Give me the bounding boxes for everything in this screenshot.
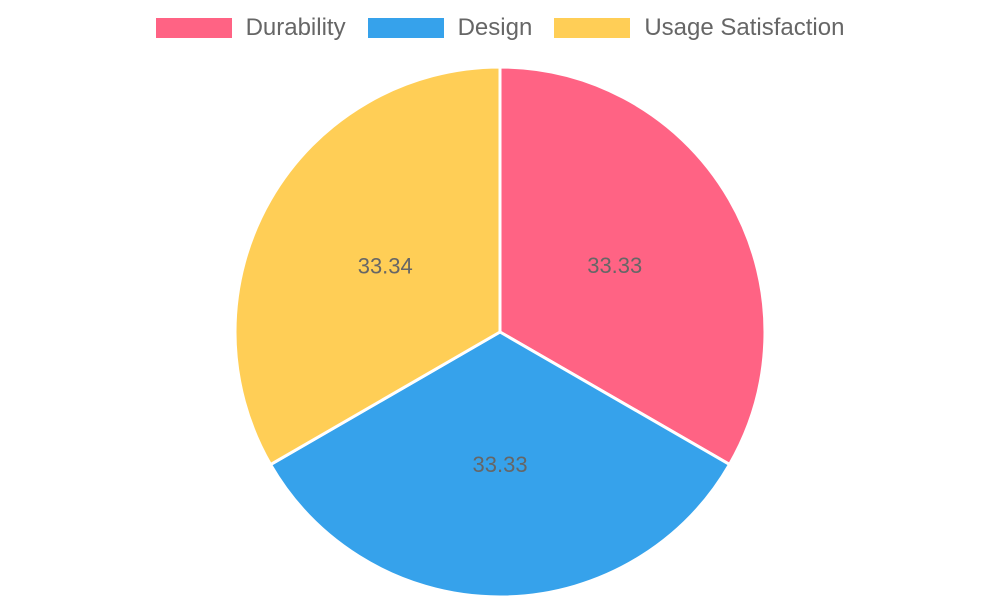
legend-swatch-usage-satisfaction <box>554 18 631 38</box>
pie-slice-usage-satisfaction[interactable] <box>233 65 502 467</box>
legend-item-durability[interactable]: Durability <box>155 14 346 41</box>
data-label-durability: 33.33 <box>587 253 642 278</box>
legend-item-design[interactable]: Design <box>367 14 533 41</box>
legend-label-design: Design <box>457 14 533 41</box>
legend-label-durability: Durability <box>245 14 346 41</box>
data-label-usage-satisfaction: 33.34 <box>358 253 413 278</box>
chart-legend: Durability Design Usage Satisfaction <box>0 16 1000 40</box>
data-label-design: 33.33 <box>473 452 528 477</box>
pie-data-labels: 33.33 33.33 33.34 <box>358 253 643 477</box>
legend-swatch-design <box>367 18 444 38</box>
pie-slice-design[interactable] <box>269 330 732 599</box>
pie-slice-durability[interactable] <box>498 65 767 466</box>
legend-label-usage-satisfaction: Usage Satisfaction <box>644 14 845 41</box>
legend-swatch-durability <box>155 18 232 38</box>
legend-item-usage-satisfaction[interactable]: Usage Satisfaction <box>554 16 844 40</box>
pie-slices <box>233 65 767 599</box>
